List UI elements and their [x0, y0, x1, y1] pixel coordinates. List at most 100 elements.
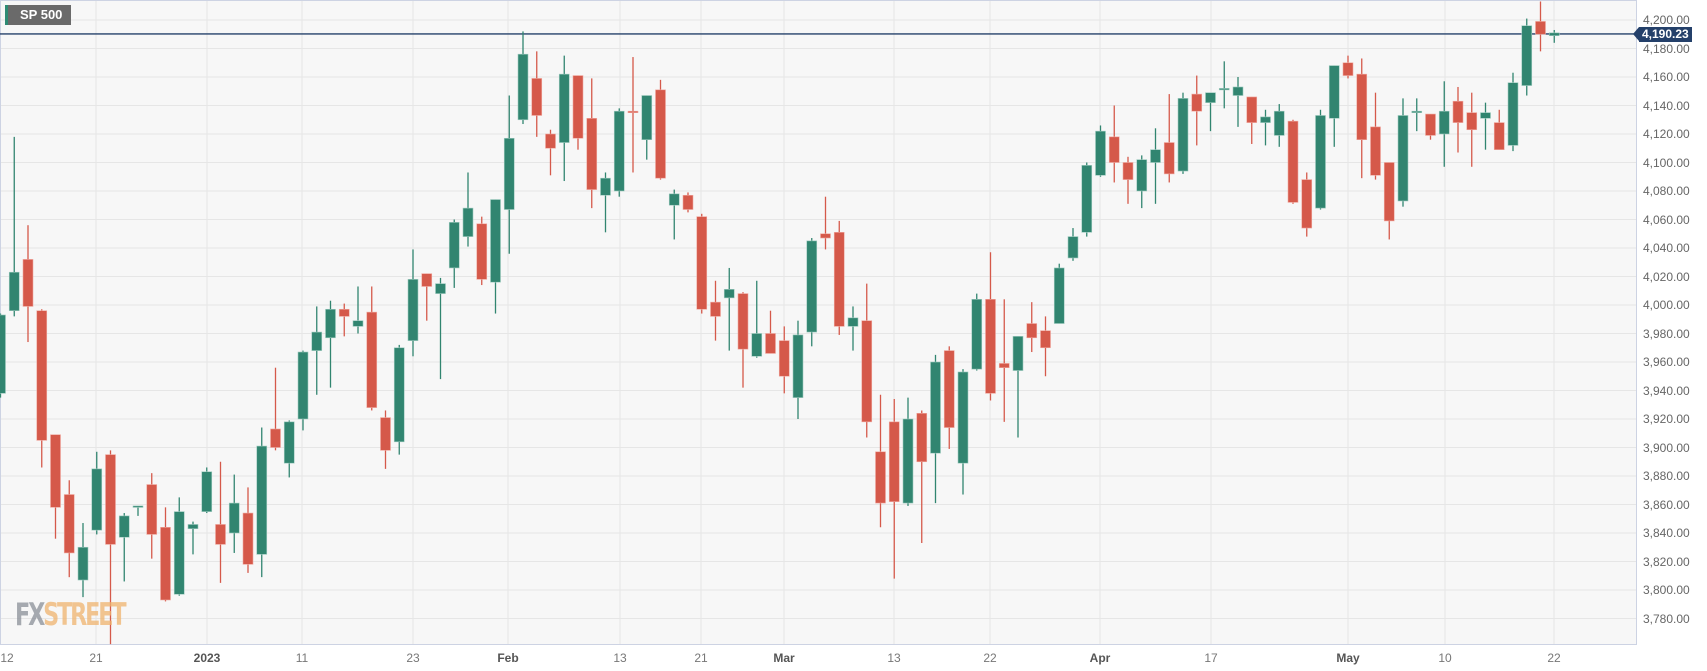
candle-body [572, 75, 584, 139]
candle-body [338, 308, 350, 317]
x-tick-label: Apr [1089, 651, 1111, 665]
y-tick-label: 4,120.00 [1643, 127, 1690, 141]
y-tick-label: 3,980.00 [1643, 326, 1690, 341]
candle-body [985, 298, 996, 394]
candle-body [256, 445, 268, 555]
candle-body [682, 194, 694, 210]
candle-body [146, 484, 158, 535]
candle-body [503, 137, 515, 210]
candle-body [1287, 120, 1299, 203]
x-tick-label: 2023 [193, 651, 221, 665]
y-tick-label: 3,780.00 [1643, 611, 1690, 626]
candle-body [943, 350, 955, 428]
candle-body [1012, 336, 1024, 371]
x-tick-label: 21 [89, 651, 103, 665]
y-tick-label: 3,840.00 [1643, 526, 1690, 540]
y-tick-label: 4,040.00 [1643, 241, 1690, 255]
x-tick-label: 13 [887, 651, 901, 665]
candle-body [270, 428, 281, 448]
candle-body [462, 207, 474, 237]
candle-body [50, 434, 61, 508]
candle-body [930, 361, 941, 454]
candle-body [902, 418, 914, 504]
candle-body [1411, 110, 1423, 113]
candle-body [1246, 96, 1258, 123]
candle-body [1301, 179, 1313, 229]
candle-body [311, 331, 323, 351]
x-tick-label: 22 [1547, 651, 1561, 665]
y-tick-label: 3,920.00 [1643, 412, 1690, 426]
y-tick-label: 4,140.00 [1643, 98, 1690, 113]
candle-body [1356, 73, 1368, 141]
candle-body [1521, 25, 1533, 86]
y-tick-label: 4,100.00 [1643, 155, 1690, 170]
candle-body [173, 511, 185, 595]
candle-body [380, 417, 391, 451]
candle-body [1273, 110, 1285, 136]
candle-body [820, 233, 831, 239]
candle-body [696, 216, 708, 310]
candle-body [641, 95, 653, 141]
candle-body [1095, 130, 1106, 176]
x-tick-label: 11 [295, 651, 309, 665]
candle-body [1150, 149, 1161, 163]
candle-body [1370, 126, 1381, 176]
candle-body [558, 73, 570, 143]
x-tick-label: 22 [983, 651, 997, 665]
x-tick-label: 12 [0, 651, 14, 665]
candle-body [118, 515, 130, 538]
candle-body [1067, 236, 1079, 259]
candle-body [723, 289, 735, 299]
candle-body [1205, 92, 1216, 103]
candle-body [847, 317, 859, 327]
candle-body [1191, 93, 1203, 112]
logo-street: STREET [43, 597, 126, 633]
candle-body [325, 308, 336, 339]
candle-body [435, 283, 446, 294]
candle-body [228, 502, 240, 534]
candle-body [613, 110, 625, 192]
candle-body [1425, 113, 1436, 136]
candle-body [531, 78, 543, 116]
candle-body [393, 347, 405, 443]
candle-body [710, 301, 721, 317]
candle-body [105, 454, 116, 545]
candle-body [1163, 142, 1175, 175]
candle-body [916, 412, 928, 463]
candle-body [283, 421, 295, 464]
candle-body [63, 494, 75, 554]
candle-body [215, 524, 226, 545]
candle-body [77, 546, 89, 581]
x-tick-label: 17 [1204, 651, 1218, 665]
candle-body [1452, 100, 1464, 123]
y-tick-label: 3,820.00 [1643, 554, 1690, 569]
candle-body [407, 279, 419, 341]
candle-body [132, 505, 144, 508]
x-tick-label: Mar [773, 651, 795, 665]
candle-body [627, 110, 639, 113]
candle-body [1480, 112, 1491, 119]
candle-body [957, 371, 969, 464]
y-tick-label: 4,060.00 [1643, 212, 1690, 227]
fxstreet-logo: FXSTREET [15, 597, 127, 633]
candle-body [1136, 159, 1148, 192]
candle-body [600, 177, 611, 196]
y-tick-label: 4,020.00 [1643, 269, 1690, 284]
candle-body [1026, 323, 1038, 339]
y-tick-label: 4,200.00 [1643, 13, 1690, 27]
candle-body [0, 314, 6, 394]
candle-body [1315, 115, 1326, 209]
candle-body [1040, 330, 1051, 349]
logo-fx: FX [15, 597, 45, 633]
y-tick-label: 4,000.00 [1643, 298, 1690, 312]
candle-body [861, 320, 873, 423]
candle-body [792, 334, 804, 398]
candle-body [201, 471, 213, 512]
y-tick-label: 3,880.00 [1643, 469, 1690, 483]
candle-body [1493, 122, 1505, 150]
candle-body [352, 320, 364, 327]
y-tick-label: 3,900.00 [1643, 440, 1690, 455]
candle-body [971, 298, 983, 370]
